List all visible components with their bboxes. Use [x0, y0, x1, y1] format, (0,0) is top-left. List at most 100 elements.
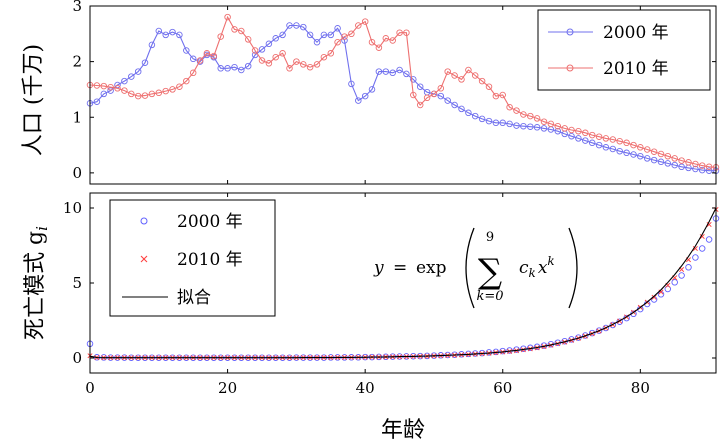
- top-point-1-65: [533, 115, 541, 122]
- top-point-1-32: [306, 63, 314, 71]
- top-point-1-14: [183, 77, 190, 85]
- formula-sum-upper: 9: [486, 230, 494, 245]
- top-point-0-74: [595, 141, 603, 149]
- top-point-1-7: [134, 92, 142, 100]
- top-point-1-25: [258, 57, 266, 64]
- top-point-0-55: [465, 109, 472, 117]
- top-point-0-52: [444, 97, 451, 104]
- top-point-0-21: [231, 63, 238, 71]
- top-point-0-51: [437, 92, 445, 100]
- top-point-0-27: [272, 35, 279, 42]
- top-point-1-54: [458, 76, 465, 83]
- top-point-1-67: [547, 120, 555, 128]
- top-point-1-58: [485, 83, 493, 90]
- top-legend-label-2000: 2000 年: [603, 23, 669, 43]
- bottom-xtick-label-0: 0: [85, 379, 95, 397]
- top-point-0-72: [582, 137, 589, 144]
- formula-sum-lower: k=0: [476, 289, 503, 304]
- top-point-1-74: [595, 133, 603, 140]
- top-legend-marker-2000: [566, 28, 574, 36]
- bottom-point-2000-72: [582, 332, 589, 339]
- top-point-0-34: [320, 31, 328, 39]
- top-point-1-13: [176, 83, 183, 90]
- bottom-point-2010-89: [699, 233, 705, 240]
- top-series-line-1: [89, 15, 717, 168]
- top-point-0-86: [678, 163, 685, 171]
- formula-term: ck xk: [519, 254, 555, 280]
- bottom-ytick-label-0: 0: [72, 349, 82, 367]
- top-point-1-31: [300, 61, 307, 68]
- top-point-1-53: [451, 72, 458, 79]
- top-point-1-51: [437, 85, 445, 92]
- top-point-1-24: [251, 47, 259, 54]
- top-point-0-43: [382, 68, 390, 75]
- top-point-1-55: [465, 66, 472, 74]
- top-legend-marker-2010: [566, 64, 574, 72]
- top-point-0-38: [348, 80, 355, 88]
- top-point-1-71: [575, 127, 582, 135]
- top-point-0-2: [100, 90, 108, 98]
- top-point-1-40: [361, 18, 369, 25]
- top-point-1-85: [671, 155, 678, 162]
- top-point-0-42: [375, 68, 383, 75]
- top-point-1-43: [382, 35, 390, 42]
- top-series-line-0: [89, 24, 716, 172]
- top-point-0-78: [623, 149, 630, 157]
- bottom-ticks-layer: 0 5 10 0 20 40 60 80: [63, 193, 716, 397]
- top-point-1-50: [430, 90, 438, 98]
- bottom-xtick-label-2: 40: [356, 379, 375, 397]
- top-point-1-63: [520, 111, 527, 118]
- top-point-1-20: [224, 13, 231, 21]
- top-ytick-label-2: 2: [72, 53, 82, 71]
- top-point-0-89: [698, 166, 706, 174]
- top-ytick-label-3: 3: [72, 0, 82, 15]
- formula-term-x: x: [538, 258, 548, 278]
- top-point-1-56: [471, 72, 479, 79]
- bottom-panel: 0 5 10 0 20 40 60 80 死亡模式 gi 年龄 2000 年 2010 年 拟…: [23, 192, 720, 443]
- top-point-0-90: [705, 167, 713, 174]
- top-point-1-47: [410, 91, 417, 99]
- top-panel: 0 1 2 3 人口 (千万) 2000 年 2010 年: [21, 0, 720, 185]
- top-point-0-60: [499, 119, 506, 127]
- bottom-point-2000-60: [499, 347, 506, 355]
- top-point-1-37: [341, 33, 348, 40]
- top-point-0-58: [485, 117, 493, 125]
- top-point-1-82: [650, 148, 658, 155]
- top-point-1-18: [210, 52, 218, 60]
- top-point-0-68: [554, 127, 562, 135]
- top-point-0-83: [657, 158, 665, 166]
- bottom-legend-label-2000: 2000 年: [177, 212, 243, 232]
- top-point-1-45: [396, 29, 403, 36]
- top-point-1-44: [389, 37, 396, 44]
- top-point-1-41: [368, 38, 376, 46]
- top-point-0-3: [107, 87, 114, 94]
- bottom-ytick-label-2: 10: [63, 199, 82, 217]
- formula-term-c: c: [519, 258, 529, 278]
- top-point-1-81: [643, 146, 651, 153]
- formula-left-paren: [465, 227, 475, 309]
- bottom-legend-marker-2010: [140, 255, 148, 263]
- top-point-1-57: [478, 77, 486, 85]
- top-point-0-41: [368, 86, 376, 93]
- top-point-0-13: [176, 31, 183, 39]
- top-point-0-46: [403, 70, 410, 78]
- top-point-0-5: [121, 77, 128, 85]
- top-point-0-77: [616, 147, 623, 155]
- top-point-0-82: [650, 156, 658, 164]
- top-point-0-73: [588, 139, 596, 147]
- top-point-1-34: [320, 53, 328, 61]
- bottom-series-layer: [86, 206, 720, 361]
- top-point-0-85: [671, 161, 678, 169]
- top-point-1-36: [334, 38, 341, 46]
- top-point-0-1: [93, 98, 101, 105]
- formula-term-sub: k: [529, 266, 536, 280]
- bottom-point-2010-90: [706, 221, 712, 228]
- top-point-0-12: [169, 28, 176, 36]
- top-point-1-27: [272, 53, 279, 61]
- bottom-ytick-label-1: 5: [72, 274, 82, 292]
- top-point-1-75: [602, 135, 610, 142]
- top-point-0-40: [361, 92, 369, 100]
- top-point-0-6: [128, 73, 135, 80]
- top-point-1-4: [114, 85, 121, 92]
- top-point-0-29: [286, 22, 293, 29]
